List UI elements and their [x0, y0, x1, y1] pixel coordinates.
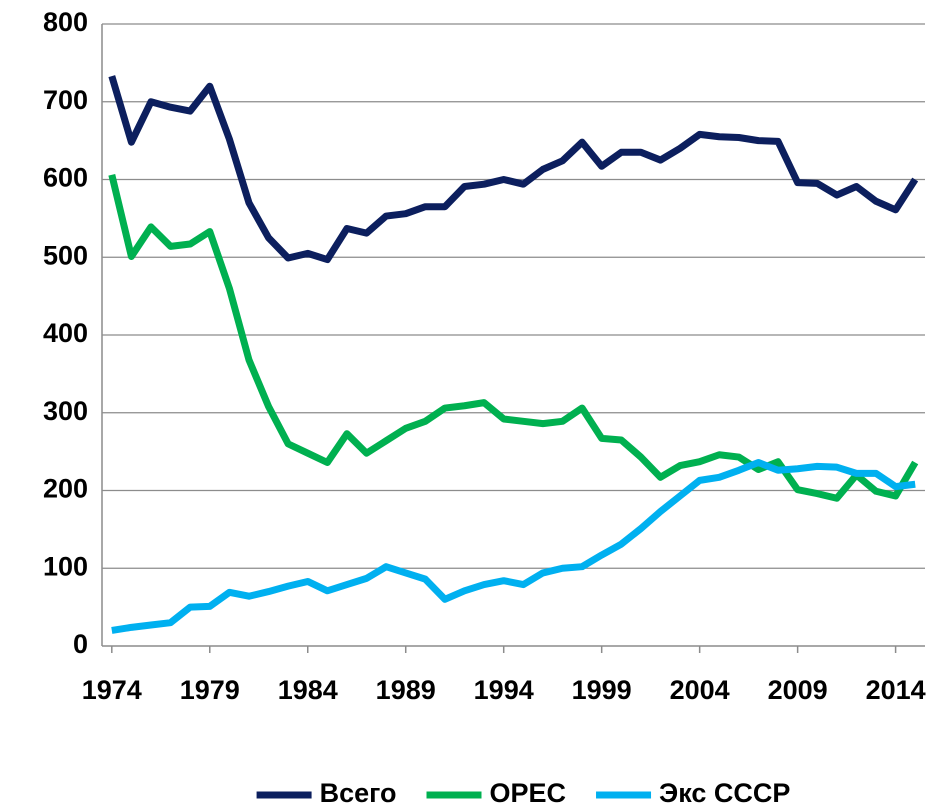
y-tick-label: 800 [43, 7, 88, 37]
y-tick-label: 200 [43, 474, 88, 504]
x-tick-label: 1974 [82, 675, 142, 705]
x-tick-label: 1994 [474, 675, 534, 705]
y-tick-label: 400 [43, 318, 88, 348]
y-tick-label: 700 [43, 85, 88, 115]
y-tick-label: 100 [43, 551, 88, 581]
x-tick-label: 2009 [768, 675, 828, 705]
series-line [108, 174, 919, 502]
x-tick-label: 1984 [278, 675, 338, 705]
y-tick-label: 500 [43, 240, 88, 270]
series-line [111, 459, 916, 634]
legend-label: Всего [320, 778, 397, 808]
x-tick-label: 1979 [180, 675, 240, 705]
x-tick-label: 2014 [866, 675, 926, 705]
x-tick-label: 1999 [572, 675, 632, 705]
y-tick-label: 0 [73, 629, 88, 659]
legend-label: Экс СССР [659, 778, 790, 808]
y-tick-label: 600 [43, 163, 88, 193]
x-tick-label: 1989 [376, 675, 436, 705]
x-tick-label: 2004 [670, 675, 730, 705]
legend-label: OPEC [490, 778, 567, 808]
series-line [108, 75, 919, 264]
y-tick-label: 300 [43, 396, 88, 426]
